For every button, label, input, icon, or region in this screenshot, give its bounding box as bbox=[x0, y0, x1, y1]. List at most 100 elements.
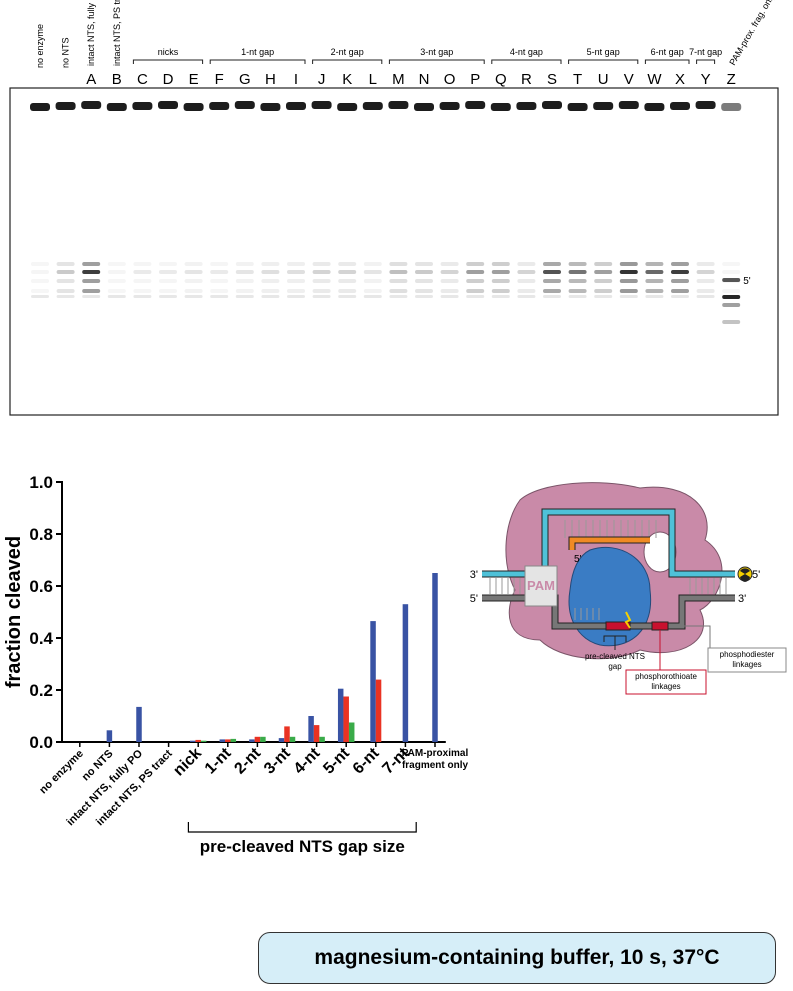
gel-band bbox=[670, 102, 690, 110]
x-tick-label: 1-nt bbox=[202, 744, 235, 777]
bar bbox=[289, 736, 296, 742]
lane-letter: W bbox=[647, 71, 662, 88]
gel-band bbox=[132, 102, 153, 110]
gel-band bbox=[133, 270, 152, 274]
gel-band bbox=[466, 295, 485, 298]
gel-band bbox=[210, 279, 229, 283]
strand-end: 5' bbox=[752, 569, 760, 581]
gel-band bbox=[619, 279, 638, 283]
gel-band bbox=[389, 270, 408, 274]
y-tick-label: 0.4 bbox=[29, 629, 53, 648]
gel-band bbox=[159, 295, 177, 298]
guide-end: 5' bbox=[574, 554, 582, 565]
gel-band bbox=[415, 289, 433, 293]
group-bracket bbox=[312, 59, 383, 64]
gel-band bbox=[619, 295, 638, 298]
gel-band bbox=[542, 101, 562, 109]
lane-label: intact NTS, PS tract bbox=[112, 0, 122, 66]
lane-letter: H bbox=[265, 71, 276, 88]
group-bracket bbox=[209, 59, 306, 64]
lane-letter: O bbox=[444, 71, 456, 88]
gel-band bbox=[82, 262, 101, 266]
strand-end: 5' bbox=[470, 593, 478, 605]
gel-band bbox=[312, 295, 331, 298]
gel-band bbox=[338, 289, 357, 293]
gel-band bbox=[287, 289, 305, 293]
bar bbox=[200, 740, 207, 742]
gel-band bbox=[415, 295, 433, 298]
bar bbox=[313, 725, 320, 742]
x-tick-label: 3-nt bbox=[261, 744, 294, 777]
bar bbox=[284, 726, 290, 742]
gel-band bbox=[415, 270, 433, 274]
bar bbox=[278, 738, 285, 742]
gel-band bbox=[107, 270, 126, 274]
group-label: 5-nt gap bbox=[587, 47, 620, 57]
gel-band bbox=[414, 103, 434, 111]
gel-band bbox=[311, 101, 332, 109]
gel-band bbox=[210, 295, 229, 298]
gel-band bbox=[594, 289, 613, 293]
gel-band bbox=[235, 270, 254, 274]
gel-band bbox=[722, 270, 741, 274]
gel-band bbox=[440, 295, 459, 298]
gel-band bbox=[107, 279, 126, 283]
gel-band bbox=[568, 295, 587, 298]
bar bbox=[136, 706, 142, 742]
gel-band bbox=[671, 295, 689, 298]
figure: 3' PAM 5' 5' 5' 3' pre-cleaved NTS gap p… bbox=[3, 0, 787, 856]
bar bbox=[348, 722, 355, 742]
group-label: 6-nt gap bbox=[651, 47, 684, 57]
gel-band bbox=[722, 295, 741, 299]
gel-band bbox=[338, 270, 357, 274]
bar bbox=[308, 716, 314, 742]
y-tick-label: 0.2 bbox=[29, 681, 53, 700]
gel-band bbox=[543, 262, 561, 266]
gel-band bbox=[645, 279, 664, 283]
gel-band bbox=[81, 101, 102, 109]
gel-band bbox=[31, 295, 49, 298]
gel-band bbox=[696, 279, 715, 283]
lane-letter: L bbox=[369, 71, 377, 88]
group-bracket bbox=[568, 59, 639, 64]
gel-band bbox=[287, 262, 305, 266]
x-tick-label: 4-nt bbox=[291, 744, 324, 777]
gel-band bbox=[31, 270, 49, 274]
x-tick-label: 5-nt bbox=[320, 744, 353, 777]
lane-letter: Z bbox=[727, 71, 736, 88]
group-bracket bbox=[187, 822, 417, 833]
gel-band bbox=[568, 270, 587, 274]
gel-band bbox=[567, 103, 588, 111]
bar bbox=[337, 688, 344, 742]
gel-band bbox=[696, 289, 715, 293]
gel-band bbox=[722, 320, 741, 324]
lane-letter: X bbox=[675, 71, 685, 88]
gel-band bbox=[312, 270, 331, 274]
gel-band bbox=[82, 295, 101, 298]
gel-band bbox=[568, 289, 587, 293]
lane-letter: G bbox=[239, 71, 251, 88]
gel-band bbox=[671, 279, 689, 283]
gel-band bbox=[466, 289, 485, 293]
bar bbox=[189, 740, 196, 742]
gap-label-box: pre-cleaved NTS gap bbox=[585, 652, 645, 671]
group-bracket bbox=[132, 59, 204, 64]
gel-band bbox=[593, 102, 614, 110]
gel-band bbox=[260, 103, 281, 111]
gel-band bbox=[261, 295, 280, 298]
bar bbox=[230, 738, 237, 742]
band-label: 5' bbox=[743, 276, 751, 287]
gel-band bbox=[209, 102, 230, 110]
lane-label: intact NTS, fully PO bbox=[86, 0, 96, 66]
gel-band bbox=[619, 289, 638, 293]
gel-band bbox=[440, 289, 459, 293]
lane-letter: B bbox=[112, 71, 122, 88]
group-label: 7-nt gap bbox=[689, 47, 722, 57]
group-label: 4-nt gap bbox=[510, 47, 543, 57]
gel-band bbox=[543, 279, 561, 283]
gel-band bbox=[184, 279, 203, 283]
gel-band bbox=[31, 289, 49, 293]
pam-label: PAM bbox=[527, 578, 555, 593]
schematic bbox=[482, 482, 787, 695]
gel-band bbox=[338, 262, 357, 266]
